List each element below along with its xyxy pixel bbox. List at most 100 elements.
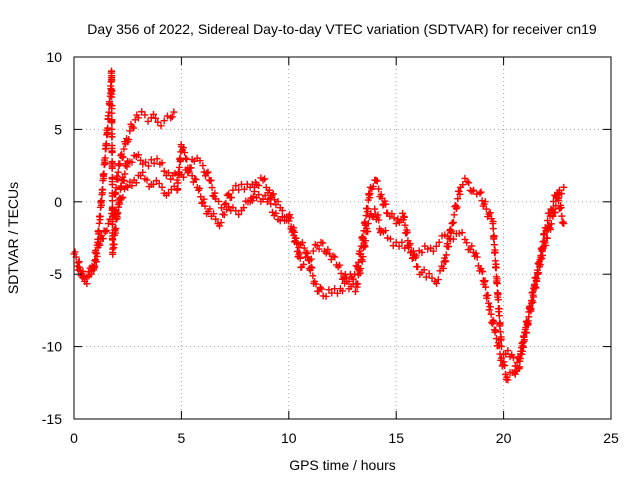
- data-point: [116, 160, 124, 168]
- data-point: [322, 292, 330, 300]
- data-point: [468, 242, 476, 250]
- data-point: [123, 163, 131, 171]
- data-point: [211, 189, 219, 197]
- data-point: [274, 198, 282, 206]
- data-point: [113, 209, 121, 217]
- data-point: [119, 193, 127, 201]
- data-point: [360, 227, 368, 235]
- data-point: [101, 160, 109, 168]
- data-point: [130, 124, 138, 132]
- data-point: [249, 192, 257, 200]
- data-point: [485, 210, 493, 218]
- data-point: [149, 110, 157, 118]
- data-point: [147, 156, 155, 164]
- data-point: [523, 329, 531, 337]
- data-point: [375, 185, 383, 193]
- data-point: [481, 277, 489, 285]
- data-point: [125, 136, 133, 144]
- data-point: [122, 182, 130, 190]
- data-point: [152, 114, 160, 122]
- data-point: [106, 215, 114, 223]
- data-point: [442, 251, 450, 259]
- data-point: [108, 93, 116, 101]
- data-point: [537, 253, 545, 261]
- data-point: [217, 219, 225, 227]
- data-point: [324, 245, 332, 253]
- data-point: [473, 253, 481, 261]
- data-point: [539, 238, 547, 246]
- data-point: [489, 225, 497, 233]
- data-point: [496, 320, 504, 328]
- data-point: [212, 215, 220, 223]
- data-point: [541, 224, 549, 232]
- data-point: [200, 195, 208, 203]
- data-point: [377, 191, 385, 199]
- data-point: [362, 220, 370, 228]
- data-point: [182, 154, 190, 162]
- data-point: [315, 245, 323, 253]
- data-point: [167, 114, 175, 122]
- data-point: [278, 206, 286, 214]
- data-point: [154, 118, 162, 126]
- data-point: [210, 210, 218, 218]
- data-point: [381, 227, 389, 235]
- data-point: [149, 180, 157, 188]
- data-point: [542, 241, 550, 249]
- data-point: [543, 225, 551, 233]
- data-point: [492, 264, 500, 272]
- data-point: [447, 227, 455, 235]
- data-point: [549, 197, 557, 205]
- data-point: [351, 270, 359, 278]
- data-point: [341, 279, 349, 287]
- data-point: [87, 270, 95, 278]
- data-point: [204, 168, 212, 176]
- data-point: [108, 197, 116, 205]
- data-point: [558, 190, 566, 198]
- data-point: [228, 194, 236, 202]
- data-point: [115, 203, 123, 211]
- data-point: [99, 235, 107, 243]
- data-point: [108, 77, 116, 85]
- data-point: [442, 258, 450, 266]
- data-point: [128, 158, 136, 166]
- data-point: [312, 280, 320, 288]
- data-point: [501, 362, 509, 370]
- data-point: [494, 296, 502, 304]
- data-point: [137, 156, 145, 164]
- data-point: [93, 252, 101, 260]
- data-point: [364, 228, 372, 236]
- data-point: [359, 234, 367, 242]
- data-point: [175, 171, 183, 179]
- data-point: [108, 109, 116, 117]
- data-point: [536, 261, 544, 269]
- data-point: [112, 190, 120, 198]
- data-point: [373, 177, 381, 185]
- data-point: [144, 162, 152, 170]
- data-point: [395, 242, 403, 250]
- data-point: [497, 343, 505, 351]
- data-point: [534, 269, 542, 277]
- data-point: [452, 202, 460, 210]
- data-point: [532, 284, 540, 292]
- data-point: [366, 190, 374, 198]
- data-point: [103, 227, 111, 235]
- data-point: [150, 159, 158, 167]
- data-point: [448, 220, 456, 228]
- axis-ticks: 0 5 10 15 20 25 -15 -10 -5 0 5 10: [42, 49, 619, 446]
- data-point: [351, 288, 359, 296]
- data-point: [486, 209, 494, 217]
- data-point: [425, 270, 433, 278]
- data-point: [91, 262, 99, 270]
- data-point: [120, 145, 128, 153]
- data-point: [495, 305, 503, 313]
- data-point: [199, 162, 207, 170]
- data-point: [112, 184, 120, 192]
- data-point: [429, 247, 437, 255]
- data-point: [445, 235, 453, 243]
- plot-frame: [73, 56, 612, 420]
- data-point: [104, 220, 112, 228]
- data-point: [203, 169, 211, 177]
- data-point: [177, 156, 185, 164]
- data-point: [544, 217, 552, 225]
- data-point: [445, 242, 453, 250]
